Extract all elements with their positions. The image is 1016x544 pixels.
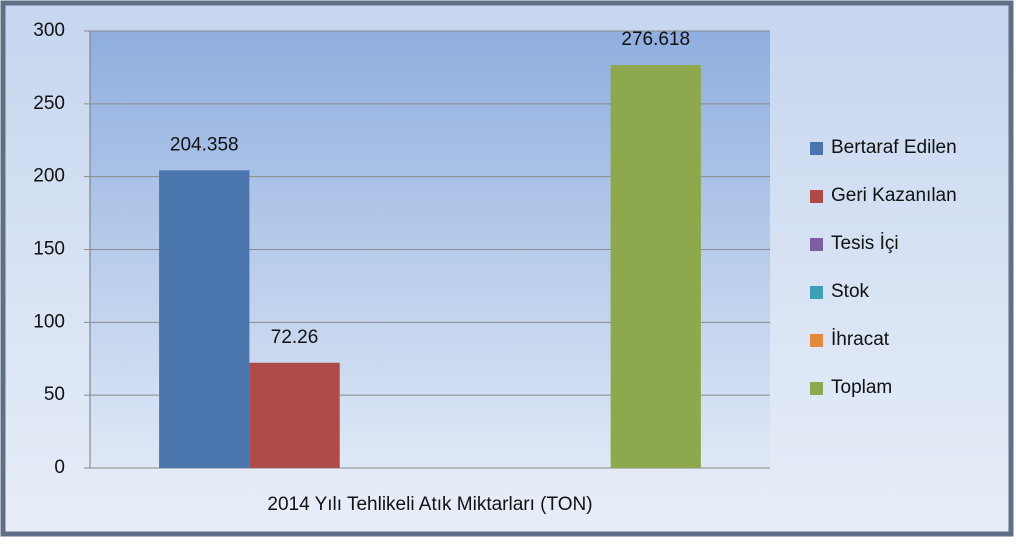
bar: [159, 170, 250, 468]
legend-label: Toplam: [831, 377, 892, 398]
legend-label: İhracat: [831, 329, 890, 350]
legend-swatch: [810, 382, 823, 395]
y-tick-label: 150: [33, 239, 65, 260]
y-tick-label: 250: [33, 93, 65, 114]
data-label: 276.618: [621, 29, 690, 50]
legend-swatch: [810, 142, 823, 155]
y-tick-label: 200: [33, 166, 65, 187]
legend-swatch: [810, 190, 823, 203]
y-tick-label: 100: [33, 311, 65, 332]
legend-swatch: [810, 238, 823, 251]
legend-label: Stok: [831, 281, 870, 302]
data-label: 204.358: [170, 134, 239, 155]
bar: [610, 65, 701, 468]
x-tick-label: 2014 Yılı Tehlikeli Atık Miktarları (TON…: [267, 494, 592, 515]
y-tick-label: 50: [44, 384, 65, 405]
y-tick-label: 0: [54, 457, 65, 478]
legend-label: Bertaraf Edilen: [831, 137, 957, 158]
legend-label: Tesis İçi: [831, 233, 899, 254]
legend-swatch: [810, 286, 823, 299]
bar: [249, 362, 340, 468]
y-tick-label: 300: [33, 20, 65, 41]
data-label: 72.26: [271, 327, 319, 348]
legend-label: Geri Kazanılan: [831, 185, 957, 206]
legend-swatch: [810, 334, 823, 347]
